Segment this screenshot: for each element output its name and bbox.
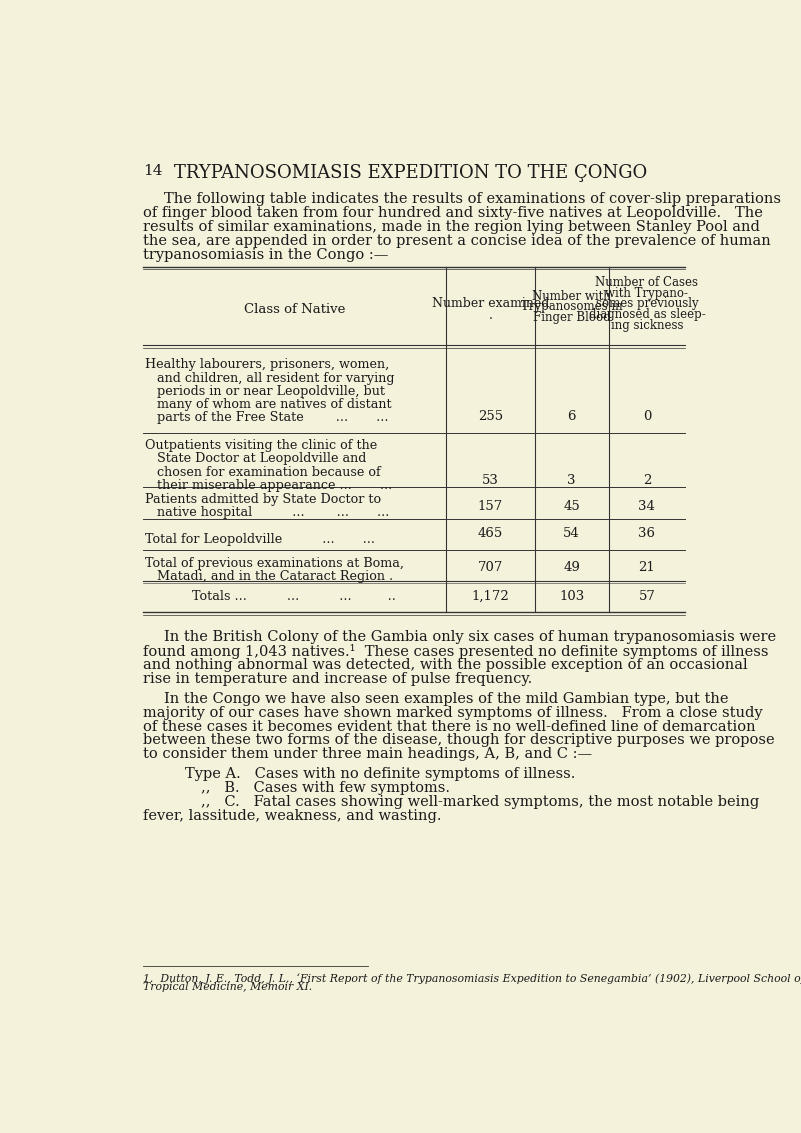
Text: Number examined: Number examined xyxy=(432,297,549,310)
Text: 157: 157 xyxy=(477,500,503,513)
Text: 21: 21 xyxy=(638,562,655,574)
Text: .: . xyxy=(489,309,493,322)
Text: Total for Leopoldville          ...       ...: Total for Leopoldville ... ... xyxy=(145,534,375,546)
Text: 103: 103 xyxy=(559,590,585,603)
Text: 57: 57 xyxy=(638,590,655,603)
Text: results of similar examinations, made in the region lying between Stanley Pool a: results of similar examinations, made in… xyxy=(143,220,759,233)
Text: fever, lassitude, weakness, and wasting.: fever, lassitude, weakness, and wasting. xyxy=(143,809,441,823)
Text: of these cases it becomes evident that there is no well-defined line of demarcat: of these cases it becomes evident that t… xyxy=(143,719,755,734)
Text: 34: 34 xyxy=(638,500,655,513)
Text: Total of previous examinations at Boma,: Total of previous examinations at Boma, xyxy=(145,557,404,570)
Text: 465: 465 xyxy=(477,527,503,539)
Text: and nothing abnormal was detected, with the possible exception of an occasional: and nothing abnormal was detected, with … xyxy=(143,658,747,672)
Text: Tropical Medicine, Memoir XI.: Tropical Medicine, Memoir XI. xyxy=(143,982,312,993)
Text: 255: 255 xyxy=(477,410,503,423)
Text: State Doctor at Leopoldville and: State Doctor at Leopoldville and xyxy=(145,452,366,466)
Text: Healthy labourers, prisoners, women,: Healthy labourers, prisoners, women, xyxy=(145,358,389,372)
Text: ing sickness: ing sickness xyxy=(610,318,683,332)
Text: Number with: Number with xyxy=(533,290,611,303)
Text: of finger blood taken from four hundred and sixty-five natives at Leopoldville. : of finger blood taken from four hundred … xyxy=(143,206,763,220)
Text: 45: 45 xyxy=(563,500,580,513)
Text: 49: 49 xyxy=(563,562,580,574)
Text: Number of Cases: Number of Cases xyxy=(595,275,698,289)
Text: native hospital          ...        ...       ...: native hospital ... ... ... xyxy=(145,506,389,519)
Text: with Trypano-: with Trypano- xyxy=(606,287,688,299)
Text: Finger Blood: Finger Blood xyxy=(533,312,610,324)
Text: Class of Native: Class of Native xyxy=(244,303,345,316)
Text: diagnosed as sleep-: diagnosed as sleep- xyxy=(589,308,705,321)
Text: Type A.   Cases with no definite symptoms of illness.: Type A. Cases with no definite symptoms … xyxy=(185,767,576,782)
Text: In the Congo we have also seen examples of the mild Gambian type, but the: In the Congo we have also seen examples … xyxy=(164,692,729,706)
Text: In the British Colony of the Gambia only six cases of human trypanosomiasis were: In the British Colony of the Gambia only… xyxy=(164,630,777,645)
Text: 14: 14 xyxy=(143,163,163,178)
Text: Matadi, and in the Cataract Region .: Matadi, and in the Cataract Region . xyxy=(145,570,393,583)
Text: rise in temperature and increase of pulse frequency.: rise in temperature and increase of puls… xyxy=(143,672,532,685)
Text: chosen for examination because of: chosen for examination because of xyxy=(145,466,380,478)
Text: Patients admitted by State Doctor to: Patients admitted by State Doctor to xyxy=(145,493,381,506)
Text: periods in or near Leopoldville, but: periods in or near Leopoldville, but xyxy=(145,385,385,398)
Text: 0: 0 xyxy=(642,410,651,423)
Text: 1,172: 1,172 xyxy=(472,590,509,603)
Text: trypanosomiasis in the Congo :—: trypanosomiasis in the Congo :— xyxy=(143,248,388,262)
Text: their miserable appearance ...       ...: their miserable appearance ... ... xyxy=(145,478,392,492)
Text: Totals ...          ...          ...         ..: Totals ... ... ... .. xyxy=(192,590,396,603)
Text: Outpatients visiting the clinic of the: Outpatients visiting the clinic of the xyxy=(145,440,377,452)
Text: 707: 707 xyxy=(477,562,503,574)
Text: and children, all resident for varying: and children, all resident for varying xyxy=(145,372,395,384)
Text: ,,   B.   Cases with few symptoms.: ,, B. Cases with few symptoms. xyxy=(201,782,450,795)
Text: 54: 54 xyxy=(563,527,580,539)
Text: found among 1,043 natives.¹  These cases presented no definite symptoms of illne: found among 1,043 natives.¹ These cases … xyxy=(143,645,768,659)
Text: the sea, are appended in order to present a concise idea of the prevalence of hu: the sea, are appended in order to presen… xyxy=(143,233,771,248)
Text: 3: 3 xyxy=(567,474,576,487)
Text: 6: 6 xyxy=(567,410,576,423)
Text: 1.  Dutton, J. E., Todd, J. L., ‘First Report of the Trypanosomiasis Expedition : 1. Dutton, J. E., Todd, J. L., ‘First Re… xyxy=(143,973,801,983)
Text: between these two forms of the disease, though for descriptive purposes we propo: between these two forms of the disease, … xyxy=(143,733,775,748)
Text: majority of our cases have shown marked symptoms of illness.   From a close stud: majority of our cases have shown marked … xyxy=(143,706,763,719)
Text: The following table indicates the results of examinations of cover-slip preparat: The following table indicates the result… xyxy=(164,193,782,206)
Text: 36: 36 xyxy=(638,527,655,539)
Text: many of whom are natives of distant: many of whom are natives of distant xyxy=(145,398,392,411)
Text: to consider them under three main headings, A, B, and C :—: to consider them under three main headin… xyxy=(143,748,592,761)
Text: parts of the Free State        ...       ...: parts of the Free State ... ... xyxy=(145,411,388,424)
Text: ,,   C.   Fatal cases showing well-marked symptoms, the most notable being: ,, C. Fatal cases showing well-marked sy… xyxy=(201,795,759,809)
Text: TRYPANOSOMIASIS EXPEDITION TO THE ÇONGO: TRYPANOSOMIASIS EXPEDITION TO THE ÇONGO xyxy=(175,163,647,181)
Text: somes previously: somes previously xyxy=(596,297,698,310)
Text: Trypanosomes in: Trypanosomes in xyxy=(521,300,622,314)
Text: 2: 2 xyxy=(642,474,651,487)
Text: 53: 53 xyxy=(482,474,499,487)
